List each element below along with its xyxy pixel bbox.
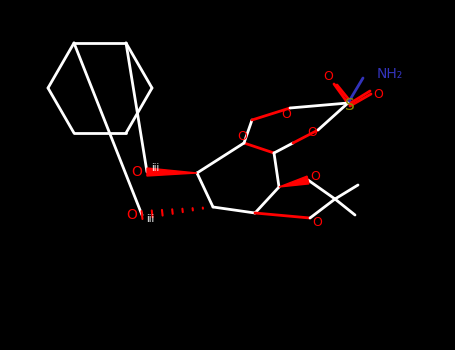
Polygon shape — [147, 168, 197, 176]
Text: iii: iii — [151, 163, 159, 173]
Text: S: S — [345, 98, 355, 112]
Text: O: O — [131, 165, 142, 179]
Text: O: O — [281, 108, 291, 121]
Text: NH₂: NH₂ — [377, 67, 403, 81]
Text: O: O — [310, 170, 320, 183]
Text: O: O — [323, 70, 333, 83]
Text: O: O — [312, 216, 322, 229]
Text: O: O — [237, 130, 247, 142]
Text: O: O — [307, 126, 317, 139]
Text: O: O — [373, 89, 383, 101]
Text: O: O — [126, 208, 137, 222]
Polygon shape — [279, 176, 309, 187]
Text: iii: iii — [146, 214, 154, 224]
